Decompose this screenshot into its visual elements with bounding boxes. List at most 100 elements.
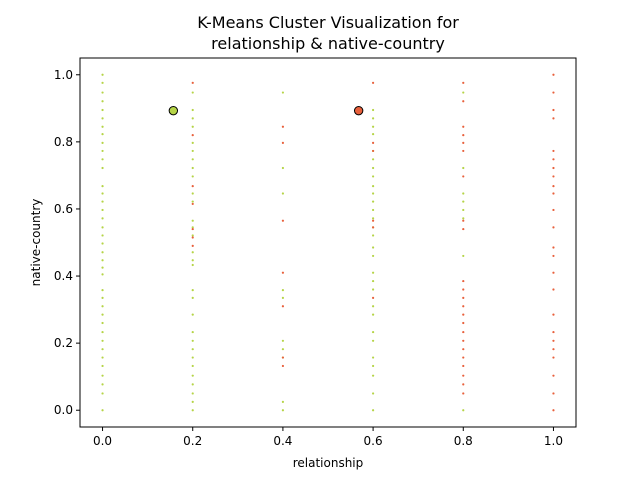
cluster-0-point [462, 208, 465, 212]
cluster-0-point [191, 263, 194, 267]
cluster-0-point [191, 339, 194, 342]
cluster-0-point [101, 383, 104, 386]
cluster-0-point [371, 305, 375, 308]
cluster-0-point [281, 348, 285, 351]
cluster-0-point [191, 374, 194, 377]
cluster-0-point [371, 234, 375, 237]
cluster-0-point [191, 296, 194, 299]
cluster-0-point [101, 266, 104, 269]
cluster-1-point [281, 125, 285, 128]
cluster-0-point [101, 226, 104, 229]
cluster-0-point [191, 234, 194, 237]
x-tick-label: 0.2 [183, 434, 202, 448]
cluster-0-point [191, 259, 194, 262]
cluster-0-point [191, 330, 194, 334]
cluster-1-point [552, 158, 555, 161]
cluster-0-point [101, 133, 104, 136]
cluster-0-point [281, 166, 285, 170]
cluster-0-point [101, 330, 104, 334]
cluster-0-point [371, 356, 375, 359]
cluster-0-point [101, 296, 104, 299]
cluster-0-point [191, 219, 194, 222]
cluster-0-point [191, 166, 194, 170]
cluster-0-point [462, 200, 465, 203]
cluster-1-point [371, 226, 375, 229]
cluster-1-point [462, 149, 465, 153]
cluster-1-point [462, 339, 465, 342]
cluster-0-point [101, 192, 104, 195]
cluster-1-point [462, 305, 465, 308]
cluster-0-point [371, 217, 375, 220]
cluster-0-point [101, 259, 104, 262]
cluster-0-point [101, 217, 104, 220]
y-tick-label: 0.6 [54, 202, 73, 216]
cluster-0-point [101, 100, 104, 103]
cluster-0-point [462, 217, 465, 220]
x-axis-label: relationship [293, 456, 364, 470]
cluster-0-point [371, 364, 375, 368]
cluster-0-point [371, 108, 375, 112]
cluster-0-point [101, 364, 104, 368]
cluster-1-point [281, 305, 285, 308]
cluster-0-point [371, 166, 375, 170]
cluster-0-point [101, 305, 104, 308]
cluster-0-point [191, 125, 194, 128]
cluster-0-point [101, 73, 104, 76]
cluster-0-point [462, 409, 465, 412]
cluster-0-point [101, 125, 104, 128]
cluster-1-point [462, 330, 465, 334]
cluster-0-point [462, 192, 465, 195]
cluster-0-point [191, 226, 194, 229]
cluster-0-point [462, 166, 465, 170]
cluster-0-point [371, 330, 375, 334]
cluster-0-point [371, 279, 375, 283]
cluster-1-point [552, 392, 555, 395]
cluster-0-point [101, 200, 104, 203]
cluster-0-point [371, 271, 375, 274]
cluster-1-point [462, 392, 465, 395]
cluster-0-point [371, 392, 375, 395]
cluster-1-point [462, 364, 465, 368]
y-axis-ticks: 0.0 0.2 0.4 0.6 0.8 1.0 [54, 68, 80, 417]
axes-frame [79, 57, 577, 428]
cluster-1-point [281, 356, 285, 359]
centroid-cluster-1 [353, 105, 364, 116]
cluster-0-point [101, 166, 104, 170]
cluster-0-point [101, 313, 104, 316]
cluster-1-point [371, 296, 375, 299]
cluster-0-point [371, 409, 375, 412]
cluster-1-point [552, 313, 555, 316]
cluster-0-point [101, 242, 104, 245]
cluster-1-point [462, 175, 465, 178]
cluster-0-point [191, 175, 194, 178]
cluster-1-point [462, 227, 465, 231]
cluster-0-point [371, 185, 375, 188]
cluster-1-point [281, 271, 285, 274]
cluster-0-point [191, 348, 194, 351]
cluster-1-point [462, 134, 465, 137]
y-axis-label: native-country [29, 199, 43, 287]
cluster-0-point [101, 374, 104, 377]
cluster-1-point [462, 125, 465, 128]
cluster-0-point [101, 321, 104, 325]
cluster-0-point [101, 339, 104, 342]
cluster-0-point [101, 273, 104, 276]
cluster-0-point [101, 251, 104, 254]
cluster-0-point [191, 356, 194, 359]
cluster-1-point [552, 288, 555, 291]
cluster-1-point [552, 108, 555, 112]
cluster-0-point [101, 409, 104, 412]
cluster-0-point [191, 91, 194, 94]
cluster-1-point [462, 81, 465, 84]
cluster-0-point [191, 149, 194, 153]
cluster-0-point [101, 149, 104, 153]
cluster-1-point [552, 339, 555, 342]
cluster-0-point [191, 117, 194, 120]
cluster-1-point [462, 356, 465, 359]
cluster-1-point [552, 175, 555, 178]
cluster-0-point [101, 108, 104, 112]
cluster-0-point [371, 254, 375, 258]
cluster-0-point [281, 91, 285, 94]
cluster-1-point [191, 81, 194, 84]
cluster-0-point [191, 313, 194, 316]
